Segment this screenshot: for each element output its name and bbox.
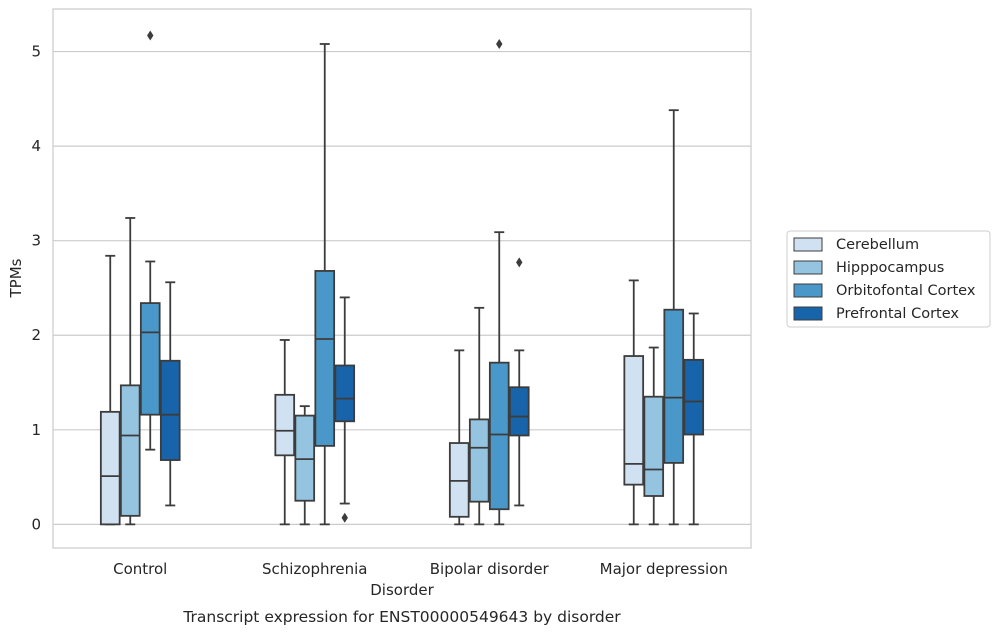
box bbox=[139, 302, 161, 416]
outlier-point bbox=[147, 30, 154, 41]
box-group bbox=[99, 254, 121, 526]
box bbox=[274, 393, 296, 457]
box-group bbox=[448, 349, 470, 526]
legend-frame bbox=[786, 230, 991, 328]
y-tick-label: 0 bbox=[31, 515, 41, 533]
legend: Cerebellum Hipppocampus Orbitofontal Corte… bbox=[786, 230, 991, 328]
box-group bbox=[488, 38, 510, 526]
outlier-point bbox=[341, 512, 348, 523]
box-group bbox=[643, 346, 665, 526]
box-group bbox=[119, 217, 141, 526]
box bbox=[663, 308, 685, 464]
box bbox=[643, 395, 665, 497]
box-group bbox=[294, 405, 316, 526]
x-axis-label: Disorder bbox=[370, 581, 434, 599]
box-group bbox=[623, 279, 645, 526]
box bbox=[294, 414, 316, 502]
outlier-point bbox=[496, 38, 503, 49]
box bbox=[488, 361, 510, 511]
x-tick-label: Control bbox=[113, 560, 167, 578]
box-group bbox=[663, 109, 685, 526]
legend-swatch bbox=[793, 306, 823, 321]
x-tick-label: Major depression bbox=[600, 560, 728, 578]
box bbox=[314, 270, 336, 447]
box bbox=[119, 384, 141, 517]
box bbox=[508, 386, 530, 437]
legend-swatch bbox=[793, 237, 823, 252]
box-group bbox=[334, 296, 356, 523]
x-tick-label: Schizophrenia bbox=[262, 560, 367, 578]
y-tick-label: 4 bbox=[31, 137, 41, 155]
box-group bbox=[314, 43, 336, 526]
box bbox=[448, 442, 470, 518]
box-group bbox=[468, 306, 490, 526]
legend-label: Prefrontal Cortex bbox=[836, 306, 959, 322]
box-group bbox=[508, 257, 530, 507]
x-tick-labels: Control Schizophrenia Bipolar disorder Majo… bbox=[113, 560, 728, 578]
box-group bbox=[139, 30, 161, 451]
legend-label: Cerebellum bbox=[836, 237, 919, 253]
x-tick-label: Bipolar disorder bbox=[430, 560, 550, 578]
box-group bbox=[159, 281, 181, 507]
legend-label: Hipppocampus bbox=[836, 260, 944, 276]
box-group bbox=[683, 312, 705, 526]
chart-title: Transcript expression for ENST0000054964… bbox=[182, 608, 621, 626]
box bbox=[334, 364, 356, 423]
y-tick-label: 2 bbox=[31, 326, 41, 344]
box-group bbox=[274, 339, 296, 526]
legend-label: Orbitofontal Cortex bbox=[836, 283, 976, 299]
box bbox=[99, 410, 121, 526]
y-tick-label: 1 bbox=[31, 421, 41, 439]
legend-swatch bbox=[793, 283, 823, 298]
box bbox=[683, 358, 705, 436]
y-tick-label: 3 bbox=[31, 232, 41, 250]
y-tick-labels: 0 1 2 3 4 5 bbox=[31, 43, 41, 534]
y-axis-label: TPMs bbox=[7, 258, 25, 298]
y-tick-label: 5 bbox=[31, 43, 41, 61]
plot-frame bbox=[52, 8, 752, 549]
box bbox=[468, 418, 490, 503]
box-layer bbox=[99, 30, 705, 526]
box bbox=[159, 359, 181, 461]
legend-swatch bbox=[793, 260, 823, 275]
box bbox=[623, 355, 645, 486]
outlier-point bbox=[516, 257, 523, 268]
